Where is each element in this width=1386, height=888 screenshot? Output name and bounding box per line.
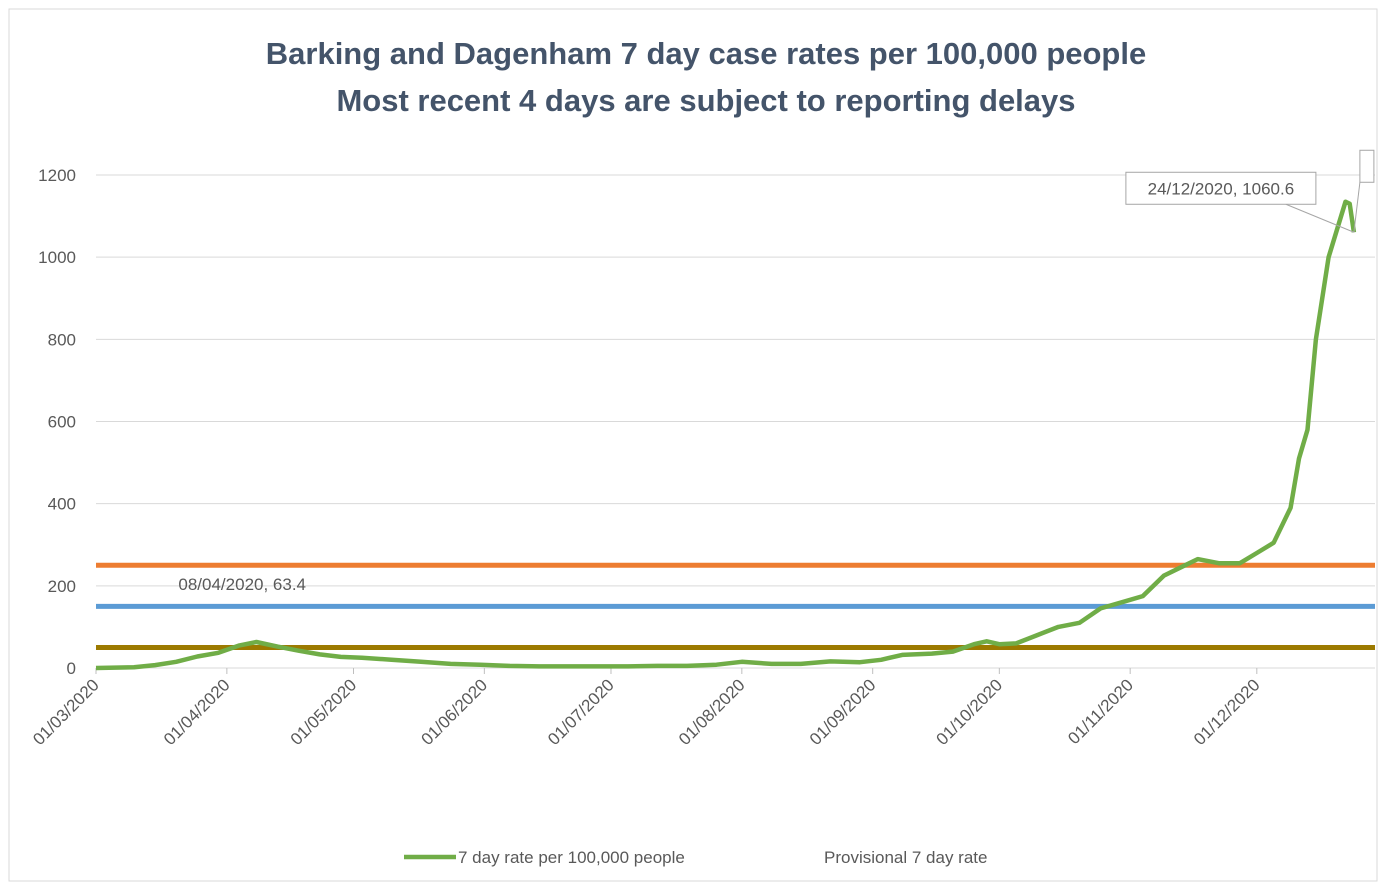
annotation-box	[1125, 171, 1317, 205]
callout-box	[1359, 149, 1375, 183]
callout-line	[1285, 203, 1355, 233]
y-tick-label: 600	[48, 413, 76, 432]
annotation: 24/12/2020, 1060.6	[1148, 179, 1295, 198]
chart-border	[8, 8, 1378, 882]
y-tick-label: 200	[48, 577, 76, 596]
y-tick-label: 1200	[38, 166, 76, 185]
y-tick-label: 0	[67, 659, 76, 678]
legend-label: Provisional 7 day rate	[824, 848, 987, 867]
data-line	[95, 199, 1357, 671]
annotation: 08/04/2020, 63.4	[178, 575, 306, 594]
chart-subtitle: Most recent 4 days are subject to report…	[336, 83, 1075, 118]
y-tick-label: 1000	[38, 248, 76, 267]
y-tick-label: 800	[48, 330, 76, 349]
chart-title: Barking and Dagenham 7 day case rates pe…	[266, 36, 1146, 71]
y-tick-label: 400	[48, 495, 76, 514]
legend-label: 7 day rate per 100,000 people	[458, 848, 685, 867]
callout-line	[1353, 182, 1361, 233]
